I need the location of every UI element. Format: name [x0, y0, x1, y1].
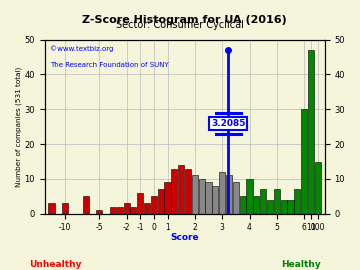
Bar [48, 203, 54, 214]
Text: ©www.textbiz.org: ©www.textbiz.org [50, 45, 114, 52]
Bar [219, 172, 225, 214]
Text: Unhealthy: Unhealthy [29, 260, 81, 269]
Bar [192, 176, 198, 214]
Bar [151, 196, 157, 214]
Bar [110, 207, 116, 214]
Bar [212, 186, 219, 214]
Bar [280, 200, 287, 214]
Bar [308, 50, 314, 214]
Bar [62, 203, 68, 214]
Title: Z-Score Histogram for UA (2016): Z-Score Histogram for UA (2016) [82, 15, 287, 25]
Bar [171, 168, 177, 214]
Text: Healthy: Healthy [281, 260, 320, 269]
Bar [240, 196, 246, 214]
Bar [233, 183, 239, 214]
Bar [226, 176, 232, 214]
Bar [301, 109, 307, 214]
Bar [199, 179, 205, 214]
Bar [247, 179, 253, 214]
Y-axis label: Number of companies (531 total): Number of companies (531 total) [15, 67, 22, 187]
Bar [137, 193, 143, 214]
Bar [144, 203, 150, 214]
Bar [123, 203, 130, 214]
Bar [158, 189, 164, 214]
Bar [253, 196, 260, 214]
Bar [165, 183, 171, 214]
Bar [185, 168, 191, 214]
Bar [274, 189, 280, 214]
Text: The Research Foundation of SUNY: The Research Foundation of SUNY [50, 62, 169, 68]
Bar [130, 207, 136, 214]
Bar [117, 207, 123, 214]
Bar [96, 210, 102, 214]
Bar [294, 189, 300, 214]
Text: Sector: Consumer Cyclical: Sector: Consumer Cyclical [116, 20, 244, 30]
Bar [82, 196, 89, 214]
Text: 3.2085: 3.2085 [211, 119, 246, 128]
Bar [267, 200, 273, 214]
Bar [260, 189, 266, 214]
Bar [206, 183, 212, 214]
Bar [287, 200, 293, 214]
Bar [178, 165, 184, 214]
Bar [315, 161, 321, 214]
X-axis label: Score: Score [170, 232, 199, 241]
